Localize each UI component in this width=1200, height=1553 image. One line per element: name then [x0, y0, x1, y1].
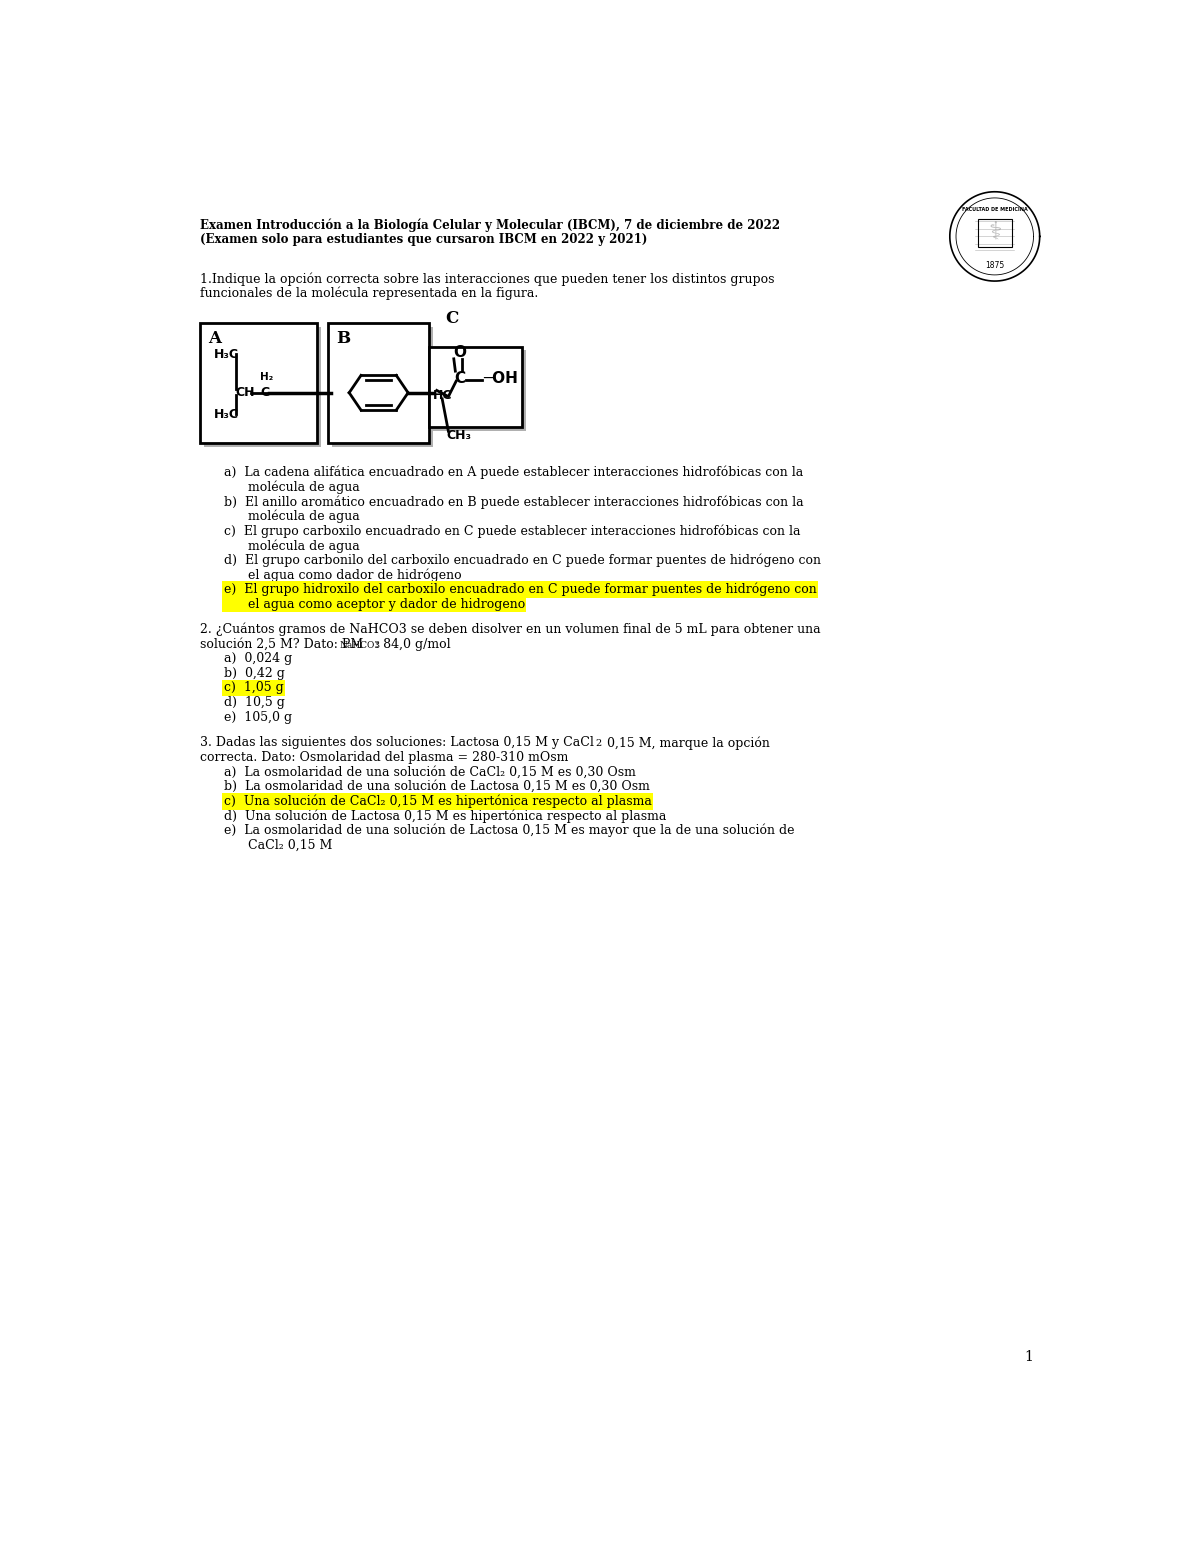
Text: 0,15 M, marque la opción: 0,15 M, marque la opción [604, 736, 770, 750]
Text: molécula de agua: molécula de agua [223, 539, 359, 553]
Text: molécula de agua: molécula de agua [223, 480, 359, 494]
Text: H₃C: H₃C [215, 408, 239, 421]
Bar [332, 328, 433, 447]
Text: correcta. Dato: Osmolaridad del plasma = 280-310 mOsm: correcta. Dato: Osmolaridad del plasma =… [200, 750, 569, 764]
Text: ⚕: ⚕ [988, 221, 1002, 244]
Text: CaCl₂ 0,15 M: CaCl₂ 0,15 M [223, 839, 332, 851]
Text: c)  El grupo carboxilo encuadrado en C puede establecer interacciones hidrofóbic: c) El grupo carboxilo encuadrado en C pu… [223, 525, 800, 537]
Text: C: C [445, 309, 458, 326]
Text: NaHCO3: NaHCO3 [340, 641, 380, 649]
Bar [200, 323, 317, 443]
Text: c)  1,05 g: c) 1,05 g [223, 682, 283, 694]
Text: 1.Indique la opción correcta sobre las interacciones que pueden tener los distin: 1.Indique la opción correcta sobre las i… [200, 273, 775, 286]
Text: solución 2,5 M? Dato: PM: solución 2,5 M? Dato: PM [200, 638, 364, 651]
Text: (Examen solo para estudiantes que cursaron IBCM en 2022 y 2021): (Examen solo para estudiantes que cursar… [200, 233, 648, 245]
Bar [430, 346, 522, 427]
Text: H₂: H₂ [260, 371, 274, 382]
Text: 2. ¿Cuántos gramos de NaHCO3 se deben disolver en un volumen final de 5 mL para : 2. ¿Cuántos gramos de NaHCO3 se deben di… [200, 623, 821, 637]
Text: HC: HC [433, 388, 452, 402]
Text: el agua como aceptor y dador de hidrogeno: el agua como aceptor y dador de hidrogen… [223, 598, 524, 610]
Text: d)  10,5 g: d) 10,5 g [223, 696, 284, 710]
Text: Examen Introducción a la Biología Celular y Molecular (IBCM), 7 de diciembre de : Examen Introducción a la Biología Celula… [200, 219, 780, 233]
Text: d)  El grupo carbonilo del carboxilo encuadrado en C puede formar puentes de hid: d) El grupo carbonilo del carboxilo encu… [223, 554, 821, 567]
Text: b)  0,42 g: b) 0,42 g [223, 666, 284, 680]
Bar [329, 323, 430, 443]
Text: CH: CH [235, 387, 254, 399]
Text: c)  Una solución de CaCl₂ 0,15 M es hipertónica respecto al plasma: c) Una solución de CaCl₂ 0,15 M es hiper… [223, 795, 652, 808]
Text: a)  La cadena alifática encuadrado en A puede establecer interacciones hidrofóbi: a) La cadena alifática encuadrado en A p… [223, 466, 803, 480]
Bar [978, 219, 1012, 247]
Text: : 84,0 g/mol: : 84,0 g/mol [374, 638, 450, 651]
Bar [204, 328, 320, 447]
Text: A: A [208, 329, 221, 346]
Text: a)  0,024 g: a) 0,024 g [223, 652, 292, 665]
Text: b)  La osmolaridad de una solución de Lactosa 0,15 M es 0,30 Osm: b) La osmolaridad de una solución de Lac… [223, 780, 649, 794]
Text: 1875: 1875 [985, 261, 1004, 270]
Text: b)  El anillo aromático encuadrado en B puede establecer interacciones hidrofóbi: b) El anillo aromático encuadrado en B p… [223, 495, 803, 509]
Text: C: C [455, 371, 466, 387]
Text: 3. Dadas las siguientes dos soluciones: Lactosa 0,15 M y CaCl: 3. Dadas las siguientes dos soluciones: … [200, 736, 594, 749]
Text: d)  Una solución de Lactosa 0,15 M es hipertónica respecto al plasma: d) Una solución de Lactosa 0,15 M es hip… [223, 809, 666, 823]
Text: e)  El grupo hidroxilo del carboxilo encuadrado en C puede formar puentes de hid: e) El grupo hidroxilo del carboxilo encu… [223, 582, 816, 596]
Text: molécula de agua: molécula de agua [223, 509, 359, 523]
Bar [433, 351, 526, 432]
Text: H₃C: H₃C [215, 348, 239, 360]
Text: e)  La osmolaridad de una solución de Lactosa 0,15 M es mayor que la de una solu: e) La osmolaridad de una solución de Lac… [223, 825, 794, 837]
Text: FACULTAD DE MEDICINA: FACULTAD DE MEDICINA [962, 207, 1027, 211]
Text: C: C [260, 387, 270, 399]
Text: O: O [454, 345, 467, 360]
Text: a)  La osmolaridad de una solución de CaCl₂ 0,15 M es 0,30 Osm: a) La osmolaridad de una solución de CaC… [223, 766, 636, 778]
Text: ─OH: ─OH [484, 371, 518, 387]
Text: 2: 2 [595, 739, 602, 749]
Text: e)  105,0 g: e) 105,0 g [223, 711, 292, 724]
Text: 1: 1 [1025, 1351, 1033, 1365]
Text: el agua como dador de hidrógeno: el agua como dador de hidrógeno [223, 568, 461, 582]
Text: funcionales de la molécula representada en la figura.: funcionales de la molécula representada … [200, 286, 539, 300]
Text: B: B [336, 329, 350, 346]
Text: CH₃: CH₃ [446, 429, 472, 441]
